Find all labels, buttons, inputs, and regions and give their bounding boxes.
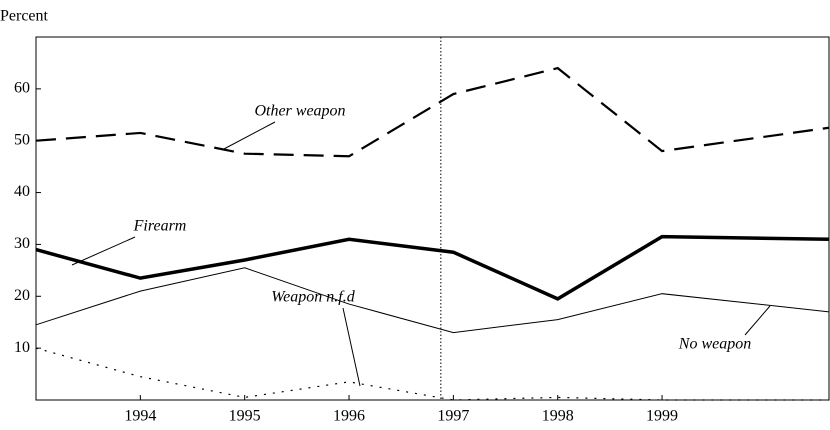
x-tick-label: 1995 — [229, 408, 261, 425]
y-tick-label: 50 — [14, 131, 30, 148]
series-line — [35, 234, 830, 301]
x-tick-label: 1999 — [646, 408, 678, 425]
x-tick-label: 1996 — [333, 408, 365, 425]
y-tick-label: 60 — [14, 80, 30, 97]
series-line — [35, 347, 829, 401]
y-tick-label: 10 — [14, 339, 30, 356]
annotation-leader — [342, 307, 361, 387]
annotation-leader — [744, 305, 771, 336]
series-annotation: No weapon — [678, 336, 751, 353]
series-annotation: Weapon n.f.d — [271, 289, 355, 306]
x-tick-label: 1994 — [124, 408, 156, 425]
annotation-leader — [221, 121, 276, 151]
x-tick-label: 1998 — [542, 408, 574, 425]
series-line — [35, 66, 830, 158]
annotation-leader — [71, 236, 136, 266]
plot-frame — [35, 36, 830, 401]
series-line — [35, 267, 830, 334]
series-annotation: Firearm — [133, 218, 187, 235]
x-tick-label: 1997 — [437, 408, 469, 425]
y-tick-label: 20 — [14, 287, 30, 304]
series-annotation: Other weapon — [254, 103, 345, 120]
y-tick-label: 30 — [14, 235, 30, 252]
y-tick-label: 40 — [14, 183, 30, 200]
y-axis-label: Percent — [0, 8, 49, 25]
